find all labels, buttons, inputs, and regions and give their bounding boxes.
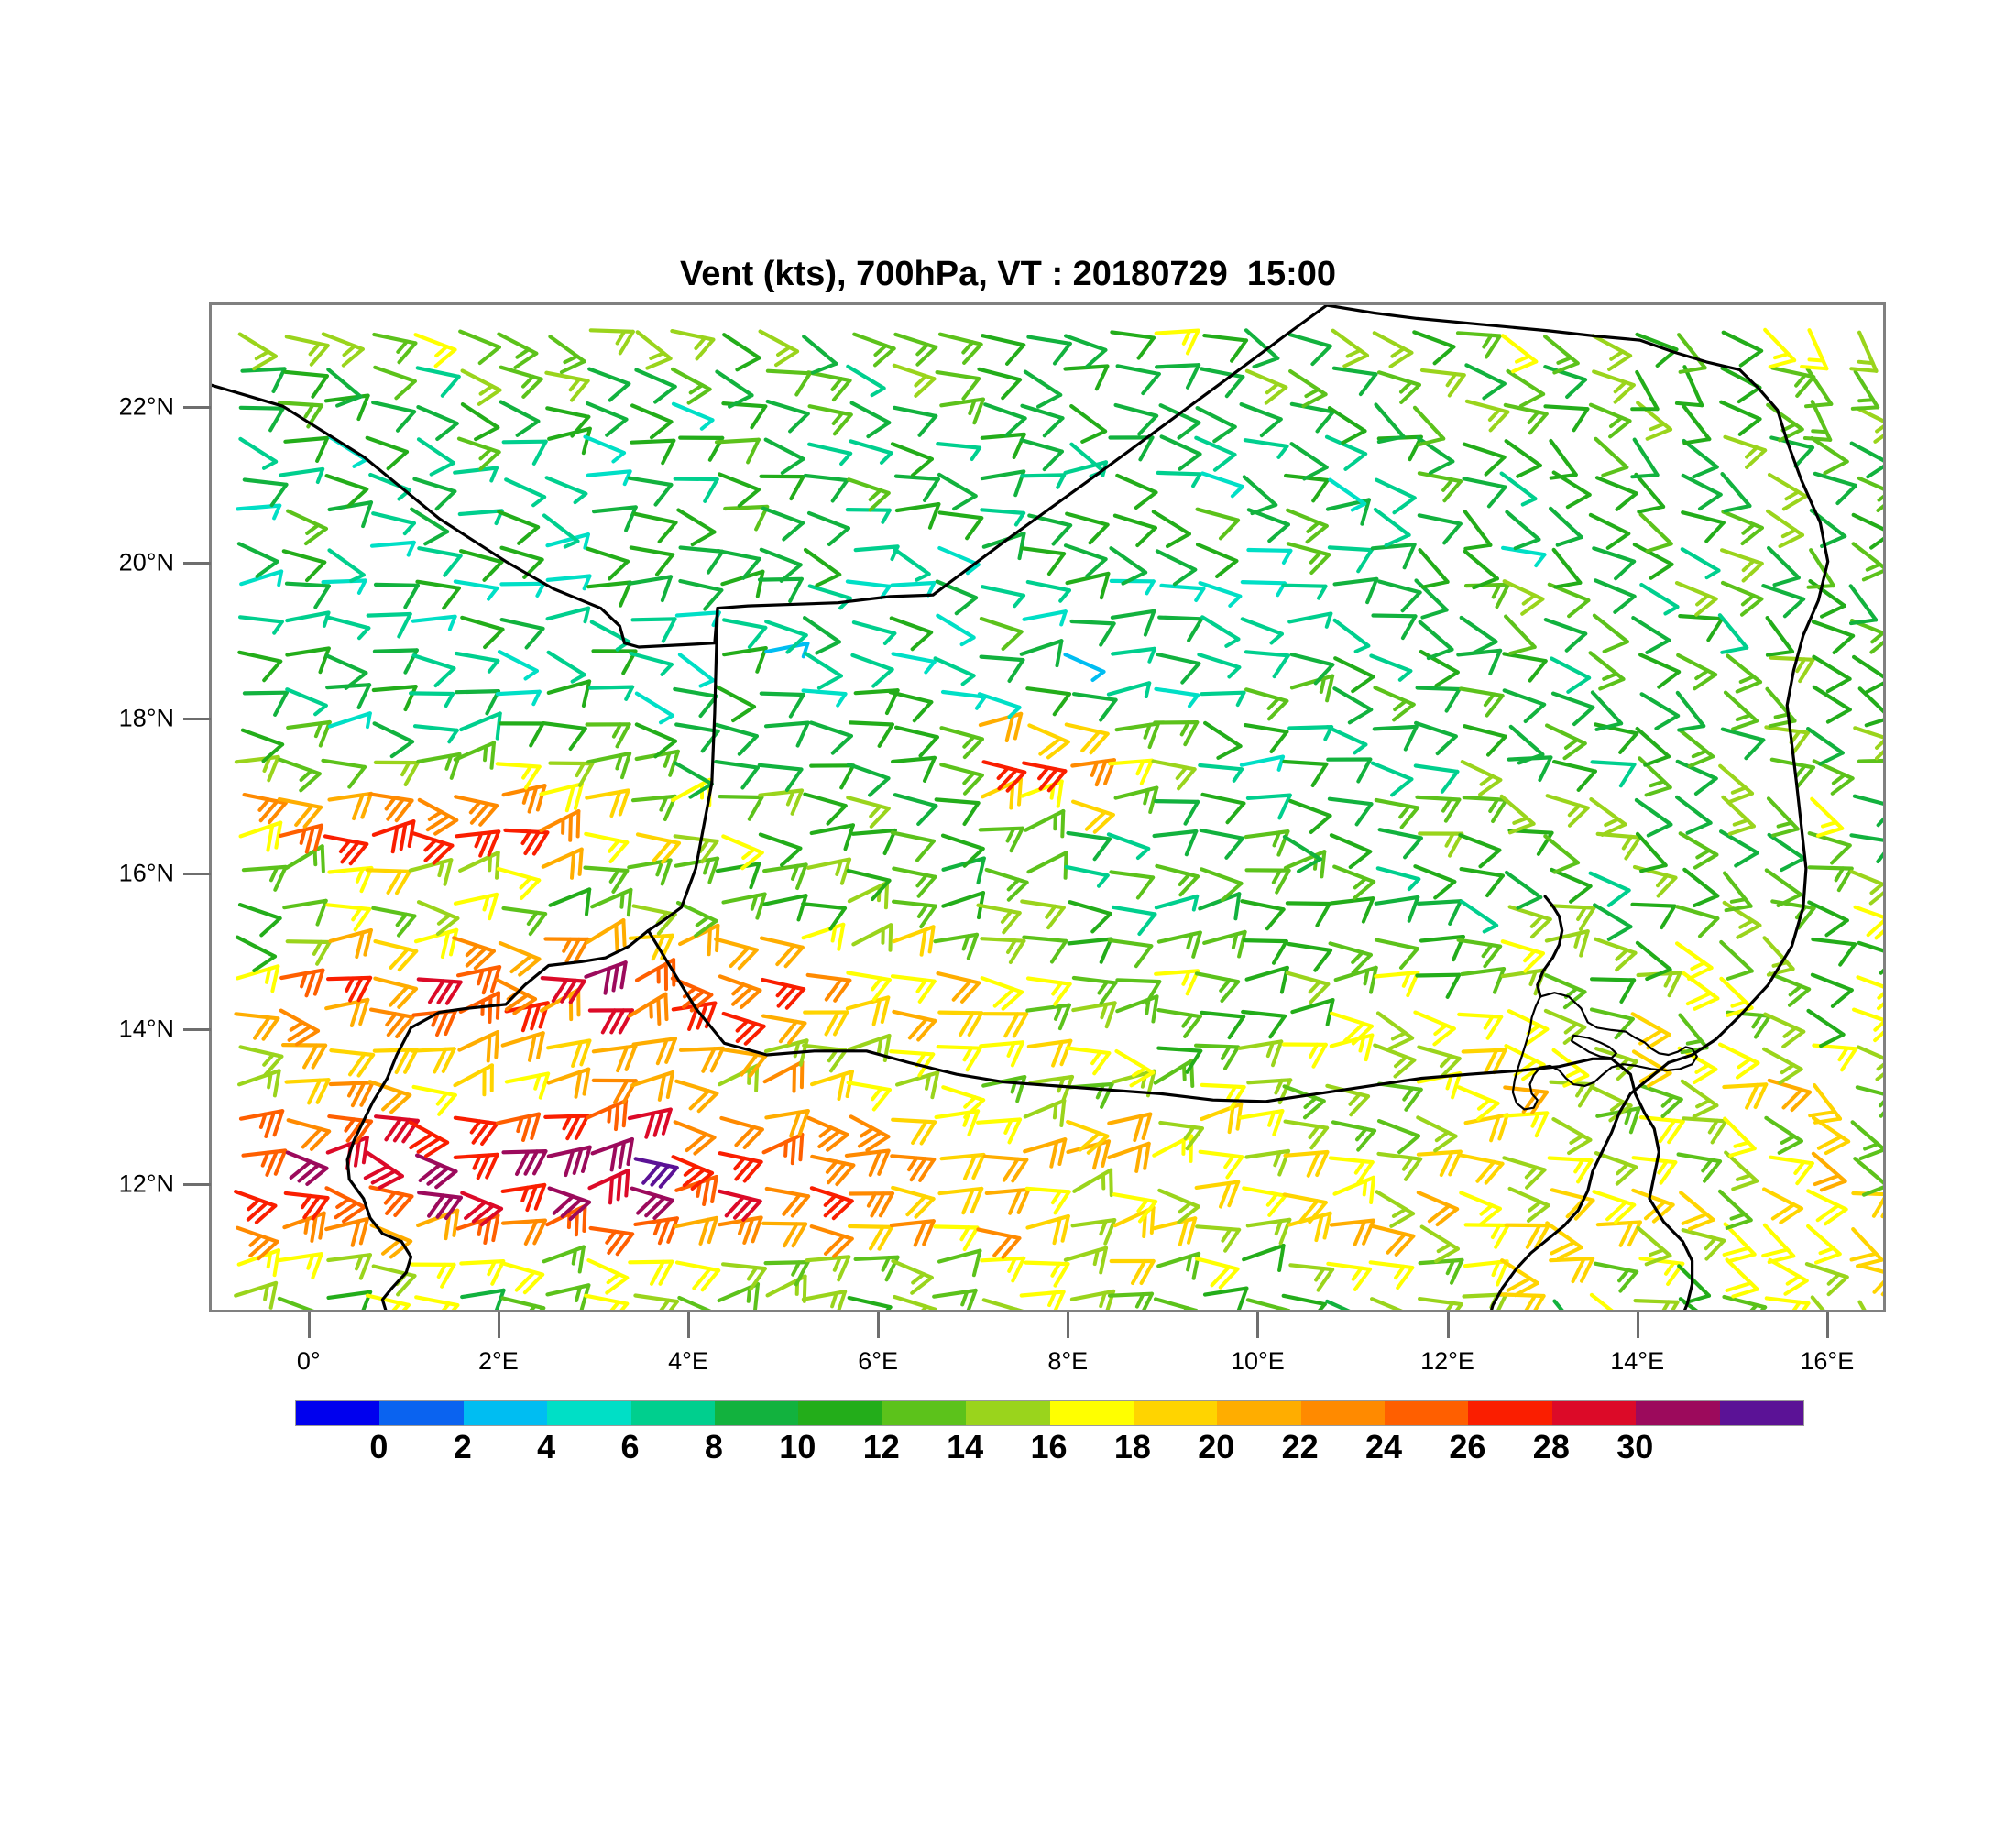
y-axis-tick-mark (183, 1183, 211, 1187)
colorbar-swatch (1385, 1401, 1469, 1425)
colorbar-tick-label: 12 (862, 1428, 900, 1465)
colorbar-tick-label: 18 (1113, 1428, 1151, 1465)
colorbar-tick-label: 2 (453, 1428, 472, 1465)
border-niger-algeria-libya-northeast (1325, 305, 1830, 1065)
x-axis-tick-label: 6°E (858, 1347, 899, 1375)
colorbar-swatch (1636, 1401, 1720, 1425)
colorbar-swatch (1300, 1401, 1386, 1425)
colorbar-swatch (463, 1401, 548, 1425)
colorbar-tick-label: 26 (1449, 1428, 1486, 1465)
colorbar-swatch (547, 1401, 631, 1425)
y-axis-tick-label: 22°N (118, 392, 174, 421)
colorbar-swatch (798, 1401, 882, 1425)
colorbar-tick-label: 22 (1281, 1428, 1319, 1465)
x-axis-tick-label: 14°E (1610, 1347, 1665, 1375)
y-axis-tick-label: 14°N (118, 1015, 174, 1043)
colorbar-tick-label: 14 (947, 1428, 984, 1465)
border-niger-algeria-mali-north (212, 305, 1329, 649)
y-axis-tick-label: 12°N (118, 1169, 174, 1198)
colorbar-swatch (882, 1401, 967, 1425)
colorbar-tick-label: 28 (1532, 1428, 1570, 1465)
x-axis-tick-mark (1256, 1312, 1260, 1338)
colorbar-swatch (1719, 1401, 1804, 1425)
x-axis-tick-mark (497, 1312, 500, 1338)
colorbar-tick-label: 16 (1030, 1428, 1068, 1465)
country-border-layer (212, 305, 1830, 1310)
map-canvas (212, 305, 1883, 1310)
x-axis-tick-label: 0° (296, 1347, 321, 1375)
colorbar-tick-label: 24 (1365, 1428, 1403, 1465)
y-axis-tick-mark (183, 406, 211, 410)
x-axis-tick-label: 8°E (1047, 1347, 1089, 1375)
colorbar-swatch (379, 1401, 464, 1425)
colorbar-tick-label: 20 (1198, 1428, 1235, 1465)
colorbar-swatch (714, 1401, 799, 1425)
colorbar-swatch (1049, 1401, 1134, 1425)
x-axis-tick-label: 2°E (477, 1347, 519, 1375)
colorbar-swatch (1217, 1401, 1301, 1425)
y-axis-tick-label: 18°N (118, 704, 174, 731)
colorbar-swatch (1133, 1401, 1218, 1425)
x-axis-tick-mark (1067, 1312, 1070, 1338)
map-plot-area (209, 302, 1886, 1312)
y-axis-tick-label: 20°N (118, 548, 174, 576)
page-title: Vent (kts), 700hPa, VT : 20180729 15:00 (679, 255, 1337, 293)
x-axis-tick-label: 10°E (1230, 1347, 1285, 1375)
y-axis-tick-mark (183, 873, 211, 876)
border-lake-chad-shore (1511, 992, 1698, 1111)
x-axis-tick-mark (877, 1312, 881, 1338)
border-lake-chad-inner-arm (1571, 1034, 1617, 1059)
colorbar-swatch (966, 1401, 1050, 1425)
speed-colorbar[interactable] (295, 1400, 1804, 1426)
colorbar-tick-label: 8 (704, 1428, 723, 1465)
y-axis-tick-mark (183, 561, 211, 565)
colorbar-swatch (1551, 1401, 1637, 1425)
colorbar-tick-label: 6 (620, 1428, 640, 1465)
colorbar-swatch (1468, 1401, 1552, 1425)
x-axis-tick-label: 16°E (1800, 1347, 1855, 1375)
colorbar-swatch (630, 1401, 715, 1425)
y-axis-tick-mark (183, 717, 211, 720)
x-axis-tick-mark (1446, 1312, 1450, 1338)
x-axis-tick-label: 12°E (1420, 1347, 1474, 1375)
x-axis-tick-mark (307, 1312, 311, 1338)
x-axis-tick-mark (1636, 1312, 1639, 1338)
y-axis-tick-label: 16°N (118, 859, 174, 887)
colorbar-tick-label: 30 (1616, 1428, 1654, 1465)
colorbar-tick-label: 10 (779, 1428, 816, 1465)
wind-barb-layer (234, 327, 1883, 1310)
colorbar-tick-label: 0 (369, 1428, 389, 1465)
x-axis-tick-mark (1825, 1312, 1829, 1338)
x-axis-tick-mark (687, 1312, 690, 1338)
border-niger-nigeria-south (646, 928, 1694, 1310)
border-chad-cameroon-border-south (1490, 1060, 1671, 1310)
colorbar-swatch (296, 1401, 380, 1425)
colorbar-tick-label: 4 (537, 1428, 556, 1465)
border-niger-chad-northwest-lake (1536, 895, 1564, 998)
y-axis-tick-mark (183, 1027, 211, 1031)
border-niger-mali-burkina-west (345, 607, 719, 1310)
x-axis-tick-label: 4°E (668, 1347, 708, 1375)
